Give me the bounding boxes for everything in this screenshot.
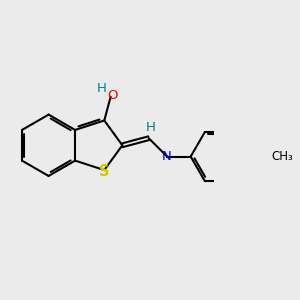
Text: S: S [99, 164, 110, 179]
Text: O: O [107, 89, 118, 102]
Text: CH₃: CH₃ [272, 150, 293, 163]
Text: N: N [162, 150, 172, 163]
Text: H: H [146, 121, 156, 134]
Text: H: H [97, 82, 107, 95]
